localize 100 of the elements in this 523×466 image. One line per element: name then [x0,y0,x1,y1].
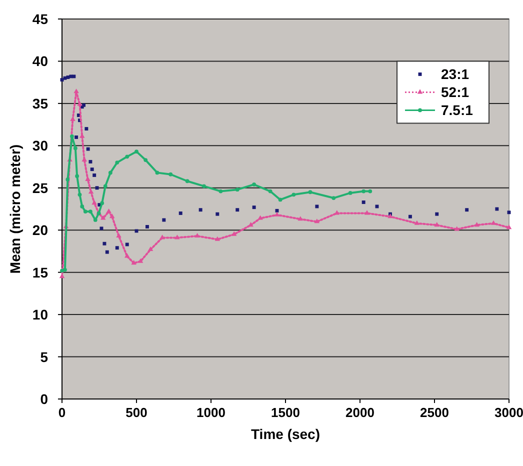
point [364,210,370,215]
point [138,258,144,263]
point [332,196,336,200]
point [162,218,166,222]
y-tick-label: 15 [32,264,48,280]
point [59,274,65,278]
point [292,192,296,197]
point [408,214,412,218]
point [70,134,74,138]
point [434,222,440,227]
point [86,147,90,151]
point [362,200,366,204]
point [202,184,206,188]
point [134,150,138,154]
point [66,177,70,182]
x-tick-label: 500 [126,405,148,420]
point [106,208,112,214]
point [506,224,512,230]
point [185,179,190,184]
point [90,168,94,172]
point [74,88,79,94]
y-axis-title: Mean (micro meter) [7,144,23,274]
point [218,189,223,194]
point [78,192,82,197]
point [298,216,304,221]
point [454,226,460,231]
point [72,74,76,78]
point [194,232,200,238]
point [278,198,282,202]
point [116,232,122,238]
y-tick-label: 40 [32,53,48,70]
point [105,250,109,254]
point [314,218,320,224]
point [198,208,202,212]
point [258,215,263,220]
x-tick-label: 1500 [271,405,300,420]
point [84,127,88,131]
point [100,201,104,206]
point [368,189,372,194]
point [74,135,78,139]
y-tick-label: 35 [32,95,48,112]
x-tick-label: 2500 [420,405,449,420]
point [231,231,237,236]
point [308,190,312,194]
point [85,176,90,181]
y-tick-label: 20 [32,222,48,238]
point [144,158,148,162]
point [125,154,130,159]
point [83,210,88,214]
x-tick-label: 0 [58,405,66,420]
x-tick-label: 1000 [196,405,226,420]
point [102,242,106,246]
y-tick-label: 45 [32,11,48,27]
y-tick-label: 5 [40,348,48,365]
x-tick-label: 3000 [494,405,523,420]
legend-label: 52:1 [441,84,470,100]
point [124,253,130,258]
point [100,215,106,220]
point [70,116,76,122]
point [474,222,480,227]
point [362,189,366,194]
point [148,246,154,252]
point [77,101,82,106]
point [168,172,173,176]
legend-label: 23:1 [441,66,470,82]
point [103,184,108,188]
y-tick-label: 25 [32,180,48,196]
point [75,174,80,178]
point [155,170,160,175]
y-tick-label: 30 [32,138,48,154]
point [268,189,272,194]
point [63,76,67,80]
point [178,211,182,215]
point [92,200,97,205]
point [92,173,96,177]
point [88,189,94,194]
point [125,242,129,246]
point [235,188,240,192]
point [115,160,120,165]
point [131,260,136,265]
y-tick-label: 10 [32,306,48,323]
point [315,204,319,208]
point [88,210,92,214]
point [73,146,78,150]
y-tick-label: 0 [40,391,48,407]
point [348,191,352,195]
point [63,268,67,272]
point [414,220,420,225]
point [88,160,92,164]
point [214,236,220,241]
legend-label: 7.5:1 [441,102,474,118]
point [274,212,280,216]
point [115,246,119,250]
point [252,182,256,186]
point [93,218,98,222]
point [80,204,84,208]
point [216,212,220,216]
point [465,208,469,212]
point [108,170,112,175]
x-axis-title: Time (sec) [251,426,320,442]
